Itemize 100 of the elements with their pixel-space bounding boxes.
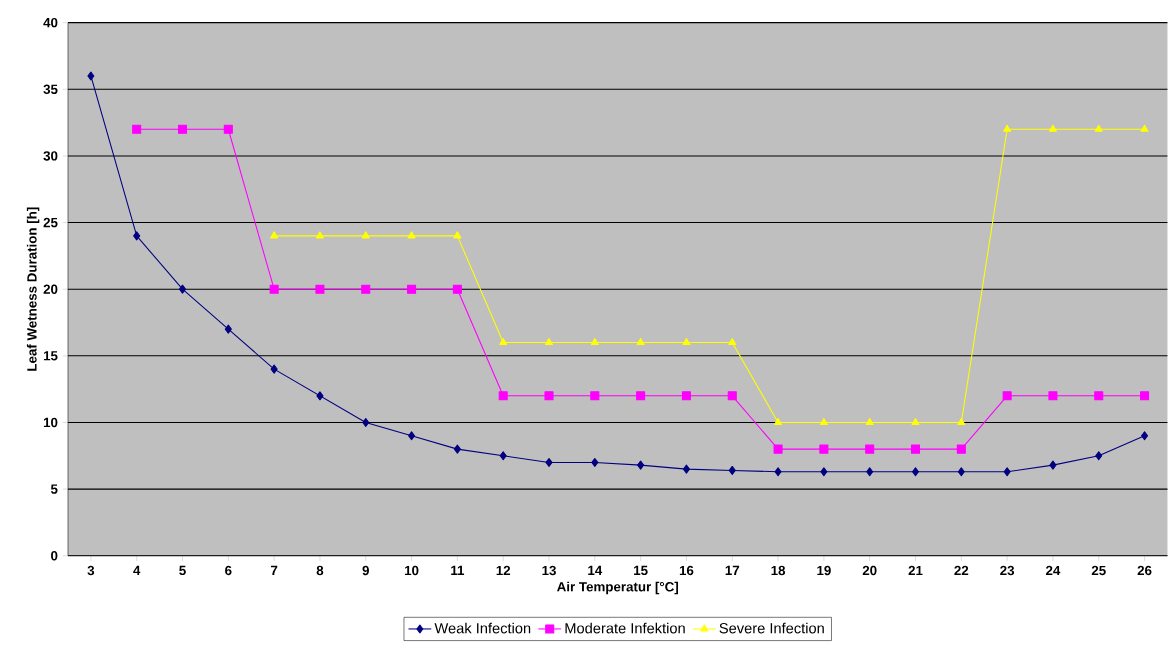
point bbox=[1141, 431, 1149, 441]
point bbox=[728, 466, 736, 476]
x-tick-label: 18 bbox=[771, 565, 786, 576]
point bbox=[315, 284, 325, 294]
point bbox=[499, 338, 508, 346]
point bbox=[452, 284, 462, 294]
x-tick-label: 21 bbox=[908, 565, 923, 576]
point bbox=[591, 458, 599, 468]
x-tick-label: 8 bbox=[316, 565, 324, 576]
point bbox=[773, 444, 783, 454]
x-tick-label: 14 bbox=[588, 565, 603, 576]
point bbox=[361, 231, 370, 239]
x-tick-label: 7 bbox=[270, 565, 278, 576]
point bbox=[545, 338, 554, 346]
point bbox=[1095, 451, 1103, 461]
point bbox=[957, 467, 965, 477]
point bbox=[270, 231, 279, 239]
x-tick-label: 17 bbox=[725, 565, 740, 576]
point bbox=[866, 467, 874, 477]
point bbox=[407, 231, 416, 239]
point bbox=[637, 460, 645, 470]
point bbox=[407, 284, 417, 294]
point bbox=[1049, 460, 1057, 470]
point bbox=[270, 364, 278, 374]
point bbox=[269, 284, 279, 294]
y-tick-label: 35 bbox=[43, 84, 58, 95]
point bbox=[1048, 124, 1057, 132]
point bbox=[133, 231, 141, 241]
x-tick-label: 5 bbox=[179, 565, 186, 576]
point bbox=[1094, 391, 1104, 401]
x-tick-label: 25 bbox=[1091, 565, 1106, 576]
point bbox=[453, 231, 462, 239]
x-axis-title: Air Temperatur [°C] bbox=[557, 581, 679, 595]
point bbox=[178, 284, 187, 294]
x-tick-label: 23 bbox=[1000, 565, 1015, 576]
point bbox=[545, 458, 553, 468]
point bbox=[957, 418, 966, 426]
point bbox=[681, 391, 691, 401]
point bbox=[774, 467, 782, 477]
y-tick-label: 5 bbox=[50, 484, 58, 494]
point bbox=[820, 467, 828, 477]
point bbox=[132, 124, 142, 134]
x-tick-label: 19 bbox=[817, 565, 831, 576]
point bbox=[1003, 467, 1011, 477]
y-tick-label: 40 bbox=[43, 18, 58, 28]
point bbox=[1140, 124, 1149, 132]
point bbox=[590, 338, 599, 346]
x-tick-label: 20 bbox=[862, 565, 877, 576]
point bbox=[498, 391, 508, 401]
x-tick-label: 16 bbox=[679, 565, 694, 576]
point bbox=[728, 338, 737, 346]
x-tick-label: 9 bbox=[362, 565, 369, 576]
legend-label: Severe Infection bbox=[719, 622, 824, 634]
point bbox=[911, 418, 920, 426]
x-tick-label: 22 bbox=[954, 565, 969, 576]
point bbox=[361, 284, 371, 294]
point bbox=[774, 418, 783, 426]
point bbox=[1003, 124, 1012, 132]
point bbox=[453, 444, 461, 454]
y-tick-label: 25 bbox=[43, 218, 58, 228]
point bbox=[223, 124, 233, 134]
x-tick-label: 3 bbox=[87, 565, 95, 576]
y-tick-label: 20 bbox=[43, 284, 58, 295]
x-tick-label: 24 bbox=[1045, 565, 1061, 576]
point bbox=[910, 444, 921, 454]
point bbox=[727, 391, 737, 401]
point bbox=[590, 391, 600, 401]
y-tick-label: 0 bbox=[51, 551, 58, 561]
legend-label: Weak Infection bbox=[434, 622, 531, 634]
x-tick-label: 6 bbox=[225, 565, 232, 576]
y-tick-label: 30 bbox=[43, 151, 58, 161]
x-tick-label: 12 bbox=[496, 565, 511, 576]
point bbox=[224, 324, 232, 334]
point bbox=[87, 71, 95, 81]
x-tick-label: 13 bbox=[542, 565, 556, 576]
y-tick-label: 15 bbox=[43, 351, 58, 361]
point bbox=[636, 391, 646, 401]
point bbox=[408, 431, 416, 441]
point bbox=[865, 444, 875, 454]
point bbox=[362, 418, 370, 428]
legend-label: Moderate Infektion bbox=[565, 622, 685, 634]
point bbox=[911, 467, 920, 477]
point bbox=[819, 444, 829, 454]
point bbox=[544, 391, 554, 401]
point bbox=[499, 451, 507, 461]
point bbox=[315, 231, 324, 239]
x-tick-label: 15 bbox=[634, 565, 648, 576]
point bbox=[636, 338, 645, 346]
point bbox=[956, 444, 966, 454]
x-tick-label: 11 bbox=[451, 565, 465, 576]
point bbox=[1094, 124, 1103, 132]
point bbox=[1140, 391, 1150, 401]
point bbox=[819, 418, 828, 426]
y-tick-label: 10 bbox=[43, 417, 58, 428]
point bbox=[177, 124, 188, 134]
point bbox=[316, 391, 324, 401]
y-axis-title: Leaf Wetness Duration [h] bbox=[26, 207, 40, 371]
x-tick-label: 4 bbox=[133, 565, 141, 576]
point bbox=[682, 464, 690, 474]
point bbox=[682, 338, 691, 346]
